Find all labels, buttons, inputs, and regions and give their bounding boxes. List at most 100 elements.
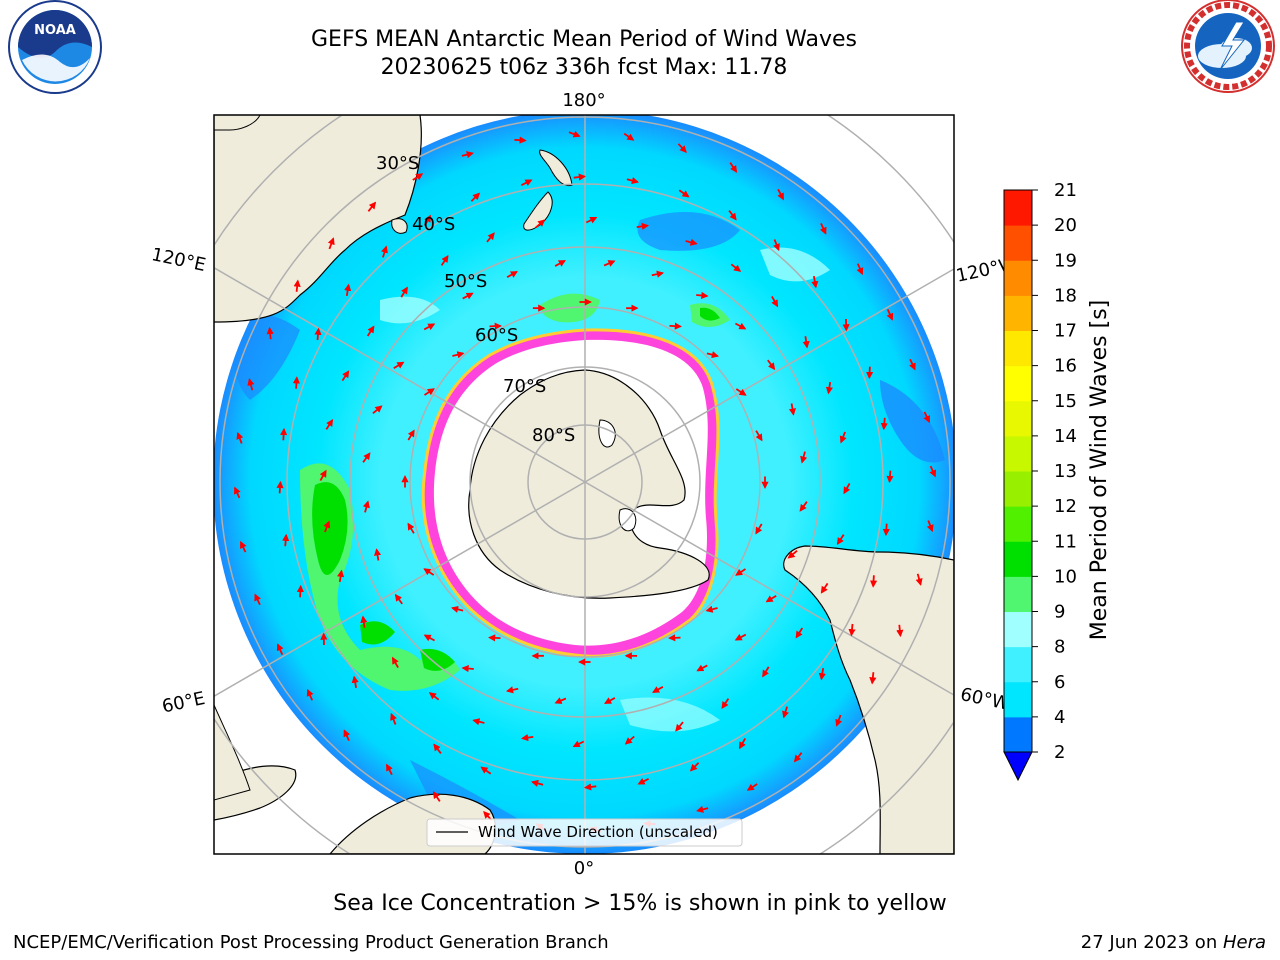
wave-direction-arrow [488,634,501,642]
wave-direction-arrow [572,740,585,748]
wave-direction-arrow [480,766,492,775]
wave-direction-arrow [247,378,255,391]
colorbar-segment [1004,435,1032,472]
wave-direction-arrow [880,417,888,431]
ross-ice-shelf [598,419,616,448]
wave-direction-arrow [820,582,829,594]
wave-direction-arrow [520,179,533,187]
footer-host: Hera [1222,932,1266,953]
wave-direction-arrow [721,698,730,710]
colorbar-segment [1004,611,1032,648]
colorbar-tick-label: 12 [1054,496,1077,517]
wave-direction-arrow [341,370,350,382]
wave-direction-arrow [276,480,284,494]
wave-direction-arrow [343,729,351,741]
wave-direction-arrow [603,260,616,267]
footer-date: 27 Jun 2023 on Hera [1081,932,1266,953]
wave-direction-arrow [428,692,440,701]
wave-direction-arrow [554,260,566,267]
map-gridlines [214,115,954,854]
wave-direction-arrow [433,743,442,754]
wave-direction-arrow [535,219,546,229]
wave-direction-arrow [696,664,708,672]
wave-direction-arrow [835,714,843,727]
wave-direction-arrow [236,431,244,444]
wave-direction-arrow [394,593,403,605]
wave-direction-arrow [915,573,923,586]
wave-direction-arrow [585,216,598,224]
wave-direction-arrow [843,482,851,495]
wave-direction-arrow [800,451,808,464]
wave-direction-arrow [818,667,826,681]
wave-direction-arrow [391,656,399,669]
wave-direction-arrow [386,763,393,776]
wave-direction-arrow [367,201,377,212]
wave-direction-arrow [239,540,247,553]
wave-direction-arrow [400,286,408,298]
wave-direction-arrow [266,326,274,340]
wave-direction-arrow [795,627,804,639]
wave-direction-arrow [685,238,698,246]
wave-direction-arrow [486,232,495,243]
wave-direction-arrow [706,351,719,359]
wave-direction-arrow [866,366,874,380]
sea-ice-caption: Sea Ice Concentration > 15% is shown in … [333,891,947,916]
wave-direction-arrow [734,322,747,330]
wave-direction-arrow [531,779,544,787]
lat-label-80s: 80°S [532,425,575,446]
wave-direction-arrow [923,411,931,424]
nws-logo-icon [1181,0,1275,93]
wave-direction-arrow [929,465,937,478]
wave-direction-arrow [668,634,681,642]
wave-direction-arrow [461,151,474,159]
colorbar-tick-label: 20 [1054,215,1077,236]
colorbar-segment [1004,716,1032,753]
wave-direction-arrow [296,584,304,598]
wave-direction-arrow [583,783,597,791]
wave-direction-arrow [767,359,776,371]
noaa-logo-text: NOAA [34,23,76,38]
wave-direction-arrow [637,777,650,785]
wave-direction-arrow [372,405,383,414]
wave-direction-arrow [472,718,485,726]
wave-direction-arrow [869,575,878,588]
footer-credit: NCEP/EMC/Verification Post Processing Pr… [13,932,609,953]
wave-direction-arrow [282,533,290,547]
wave-direction-arrow [390,712,397,725]
wave-direction-arrow [306,688,314,701]
wave-direction-arrow [319,469,327,482]
colorbar-segment [1004,190,1032,226]
wave-direction-arrow [734,633,747,641]
wave-direction-arrow [424,388,435,396]
wave-direction-arrow [423,568,435,576]
wave-direction-arrow [730,263,742,272]
wave-direction-arrow [432,791,441,802]
tasmania [391,218,408,234]
wave-direction-arrow [856,263,864,276]
wave-direction-arrow [233,486,241,499]
wave-direction-arrow [886,470,894,484]
wave-direction-arrow [869,672,877,685]
wave-direction-arrow [771,295,779,308]
wave-direction-arrow [839,431,847,444]
wave-direction-arrow [689,762,700,772]
colorbar-tick-label: 19 [1054,250,1077,271]
wave-direction-arrow [327,237,335,250]
wave-direction-arrow [735,388,747,396]
wave-direction-arrow [604,697,616,704]
wave-direction-arrow [373,548,382,561]
wave-direction-arrow [293,279,301,292]
wave-direction-arrow [337,569,345,583]
wave-direction-arrow [705,605,718,613]
wave-direction-arrow [451,605,464,613]
wave-direction-arrow [325,418,334,430]
wave-direction-arrow [520,734,534,742]
wave-direction-arrow [470,192,481,202]
colorbar-tick-label: 16 [1054,356,1077,377]
colorbar-tick-label: 4 [1054,707,1065,728]
colorbar-tick-label: 14 [1054,426,1077,447]
wind-wave-arrows [233,130,937,834]
wave-direction-arrow [886,309,894,321]
wave-direction-arrow [678,189,690,198]
lat-label-60s: 60°S [475,325,518,346]
